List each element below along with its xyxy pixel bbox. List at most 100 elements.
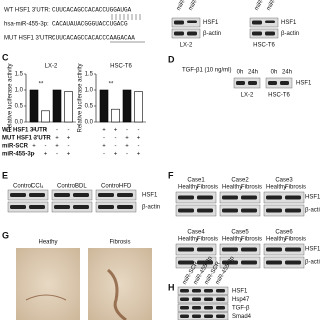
stain bbox=[106, 268, 127, 320]
blot-strip bbox=[51, 189, 93, 201]
label: Healthy bbox=[266, 237, 286, 243]
blot-band bbox=[187, 31, 197, 36]
blot-band bbox=[285, 195, 301, 200]
blot-band bbox=[216, 297, 225, 301]
blot-band bbox=[236, 81, 245, 85]
label: Case5 bbox=[231, 230, 249, 236]
blot-band bbox=[204, 297, 213, 301]
label: β-actin bbox=[203, 31, 221, 37]
label: Smad4 bbox=[232, 314, 252, 320]
y-tick-label: 1.0 bbox=[15, 88, 24, 94]
sign: + bbox=[125, 144, 129, 150]
blot-band bbox=[178, 195, 194, 200]
sign: - bbox=[138, 128, 140, 134]
sign: + bbox=[55, 136, 59, 142]
y-tick-label: 0.0 bbox=[15, 120, 24, 126]
blot-band bbox=[266, 260, 282, 265]
sign: + bbox=[102, 128, 106, 134]
sign: + bbox=[114, 152, 118, 158]
label: LX-2 bbox=[241, 93, 254, 99]
blot-band bbox=[280, 81, 289, 85]
label: HFD bbox=[119, 184, 132, 190]
blot-band bbox=[241, 208, 257, 213]
label: 24h bbox=[248, 70, 258, 76]
sign: - bbox=[33, 136, 35, 142]
blot-strip bbox=[177, 303, 229, 312]
sign: - bbox=[103, 136, 105, 142]
row-label: WT HSF1 3'UTR bbox=[2, 128, 48, 134]
label: CUUCACAGCCACACCCAAGACAA bbox=[52, 35, 135, 42]
bar bbox=[99, 89, 109, 123]
blot-strip bbox=[175, 204, 217, 217]
blot-band bbox=[204, 314, 213, 318]
label: LX-2 bbox=[180, 43, 193, 49]
blot-strip bbox=[171, 17, 201, 28]
label: miR-455-3p bbox=[266, 0, 287, 12]
blot-band bbox=[187, 20, 197, 23]
label: β-actin bbox=[142, 205, 160, 211]
blot-band bbox=[192, 306, 201, 310]
blot-band bbox=[204, 289, 213, 293]
bar bbox=[52, 89, 62, 123]
sign: + bbox=[102, 144, 106, 150]
blot-strip bbox=[233, 77, 261, 89]
blot-band bbox=[216, 306, 225, 310]
row-label: miR-455-3p bbox=[2, 152, 35, 158]
blot-strip bbox=[51, 201, 93, 213]
sign: - bbox=[138, 144, 140, 150]
sign: + bbox=[44, 152, 48, 158]
label: Fibrosis bbox=[285, 185, 306, 191]
blot-strip bbox=[7, 201, 49, 213]
label: CACAUAUACGGGUACCUGACG bbox=[52, 21, 128, 28]
y-tick-label: 1.5 bbox=[15, 72, 24, 78]
blot-band bbox=[265, 31, 275, 36]
blot-strip bbox=[219, 191, 261, 204]
blot-strip bbox=[7, 189, 49, 201]
blot-strip bbox=[219, 204, 261, 217]
blot-band bbox=[252, 20, 262, 25]
y-tick-label: 0.5 bbox=[85, 104, 94, 110]
blot-band bbox=[222, 208, 238, 213]
significance: ** bbox=[39, 82, 44, 88]
sign: - bbox=[56, 128, 58, 134]
blot-strip bbox=[249, 17, 279, 28]
blot-band bbox=[197, 247, 213, 252]
blot-band bbox=[117, 193, 133, 197]
label: Fibrosis bbox=[197, 185, 218, 191]
panel-letter: F bbox=[168, 170, 174, 180]
label: Case3 bbox=[275, 178, 293, 184]
y-label: Relative luciferase activity bbox=[8, 63, 14, 132]
label: Case6 bbox=[275, 230, 293, 236]
blot-strip bbox=[177, 295, 229, 304]
sign: + bbox=[32, 144, 36, 150]
label: BDL bbox=[75, 184, 87, 190]
label: Fibrosis bbox=[285, 237, 306, 243]
blot-band bbox=[197, 260, 213, 265]
blot-strip bbox=[175, 243, 217, 256]
bar bbox=[41, 110, 50, 123]
blot-band bbox=[222, 195, 238, 200]
blot-band bbox=[285, 208, 301, 213]
sign: - bbox=[126, 128, 128, 134]
sign: + bbox=[67, 136, 71, 142]
blot-band bbox=[248, 81, 257, 85]
label: Healthy bbox=[266, 185, 286, 191]
sign: - bbox=[45, 144, 47, 150]
label: Fibrosis bbox=[241, 185, 262, 191]
label: Control bbox=[57, 184, 76, 190]
panel-letter: H bbox=[168, 282, 175, 292]
bar bbox=[134, 91, 143, 123]
blot-strip bbox=[175, 256, 217, 269]
sign: - bbox=[68, 144, 70, 150]
label: Case2 bbox=[231, 178, 249, 184]
panel-letter: E bbox=[2, 170, 8, 180]
blot-strip bbox=[263, 204, 305, 217]
sign: + bbox=[55, 144, 59, 150]
blot-band bbox=[241, 247, 257, 252]
bar bbox=[122, 89, 132, 123]
blot-band bbox=[174, 20, 184, 25]
row-label: MUT HSF1 3'UTR bbox=[2, 136, 51, 142]
blot-strip bbox=[219, 243, 261, 256]
label: Fibrosis bbox=[109, 240, 130, 246]
